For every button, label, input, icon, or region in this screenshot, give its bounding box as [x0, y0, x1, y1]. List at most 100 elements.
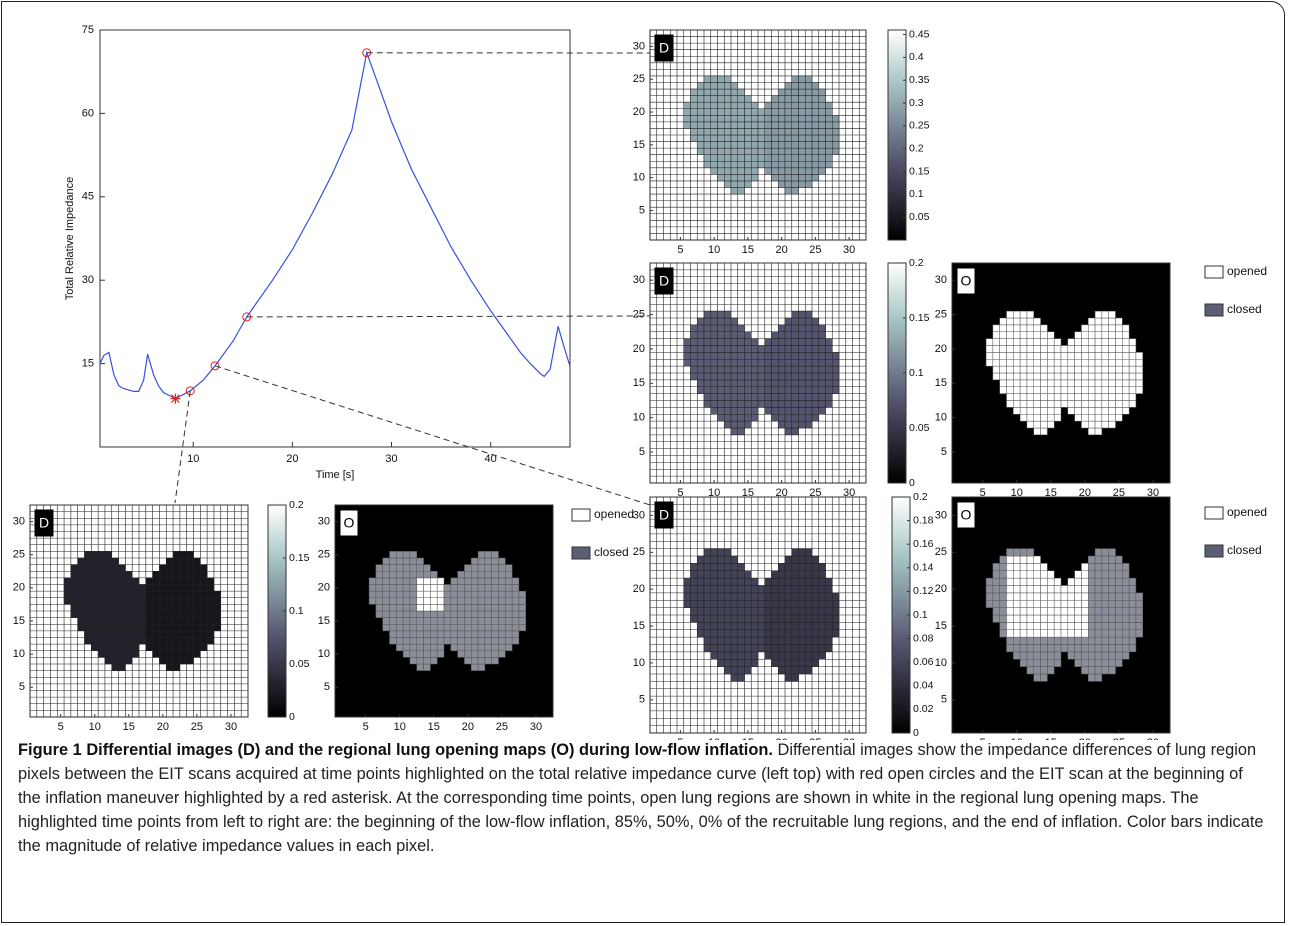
- impedance-pixel: [812, 96, 819, 103]
- impedance-pixel: [745, 168, 752, 175]
- impedance-pixel: [159, 638, 166, 645]
- open-pixel: [1122, 387, 1129, 394]
- impedance-pixel: [738, 630, 745, 637]
- closed-pixel: [499, 565, 506, 572]
- impedance-pixel: [772, 115, 779, 122]
- open-pixel: [1088, 394, 1095, 401]
- closed-pixel: [1013, 645, 1020, 652]
- closed-pixel: [430, 651, 437, 658]
- impedance-pixel: [98, 578, 105, 585]
- closed-pixel: [444, 631, 451, 638]
- impedance-pixel: [718, 380, 725, 387]
- closed-pixel: [410, 551, 417, 558]
- impedance-pixel: [738, 387, 745, 394]
- closed-pixel: [492, 551, 499, 558]
- impedance-pixel: [765, 102, 772, 109]
- impedance-pixel: [812, 645, 819, 652]
- open-pixel: [1027, 311, 1034, 318]
- open-pixel: [1102, 352, 1109, 359]
- impedance-pixel: [132, 651, 139, 658]
- impedance-pixel: [78, 611, 85, 618]
- open-pixel: [1034, 366, 1041, 373]
- open-pixel: [1013, 387, 1020, 394]
- plot-frame: [100, 30, 570, 447]
- impedance-pixel: [711, 122, 718, 129]
- impedance-pixel: [812, 387, 819, 394]
- y-tick-label: 15: [935, 620, 947, 632]
- impedance-pixel: [745, 622, 752, 629]
- impedance-pixel: [684, 339, 691, 346]
- closed-pixel: [505, 624, 512, 631]
- impedance-pixel: [799, 311, 806, 318]
- impedance-pixel: [194, 585, 201, 592]
- impedance-pixel: [751, 102, 758, 109]
- impedance-pixel: [187, 591, 194, 598]
- closed-pixel: [1129, 630, 1136, 637]
- colorbar-tick-label: 0.25: [909, 120, 930, 132]
- closed-pixel: [471, 558, 478, 565]
- open-pixel: [1109, 387, 1116, 394]
- closed-pixel: [471, 644, 478, 651]
- impedance-pixel: [792, 421, 799, 428]
- closed-pixel: [410, 657, 417, 664]
- impedance-pixel: [711, 578, 718, 585]
- closed-pixel: [451, 618, 458, 625]
- impedance-pixel: [778, 421, 785, 428]
- impedance-pixel: [799, 600, 806, 607]
- closed-pixel: [1041, 674, 1048, 681]
- impedance-pixel: [738, 142, 745, 149]
- closed-pixel: [485, 631, 492, 638]
- open-pixel: [1116, 346, 1123, 353]
- impedance-pixel: [826, 645, 833, 652]
- impedance-pixel: [805, 359, 812, 366]
- impedance-pixel: [697, 96, 704, 103]
- impedance-pixel: [812, 325, 819, 332]
- impedance-pixel: [812, 414, 819, 421]
- closed-pixel: [1122, 593, 1129, 600]
- impedance-pixel: [812, 637, 819, 644]
- impedance-pixel: [112, 651, 119, 658]
- open-pixel: [1102, 346, 1109, 353]
- impedance-pixel: [91, 598, 98, 605]
- y-tick-label: 20: [13, 582, 25, 594]
- impedance-pixel: [166, 644, 173, 651]
- impedance-pixel: [724, 421, 731, 428]
- impedance-pixel: [105, 631, 112, 638]
- impedance-pixel: [731, 161, 738, 168]
- impedance-pixel: [724, 394, 731, 401]
- impedance-pixel: [785, 332, 792, 339]
- closed-pixel: [471, 591, 478, 598]
- impedance-pixel: [765, 346, 772, 353]
- open-pixel: [1020, 394, 1027, 401]
- impedance-pixel: [691, 352, 698, 359]
- closed-pixel: [430, 638, 437, 645]
- impedance-pixel: [718, 373, 725, 380]
- impedance-pixel: [159, 611, 166, 618]
- impedance-pixel: [718, 608, 725, 615]
- open-pixel: [1013, 366, 1020, 373]
- closed-pixel: [1116, 637, 1123, 644]
- closed-pixel: [1000, 563, 1007, 570]
- closed-pixel: [1122, 615, 1129, 622]
- open-pixel: [1013, 622, 1020, 629]
- impedance-pixel: [704, 155, 711, 162]
- impedance-pixel: [78, 558, 85, 565]
- closed-pixel: [458, 598, 465, 605]
- impedance-pixel: [153, 624, 160, 631]
- impedance-pixel: [159, 585, 166, 592]
- impedance-pixel: [704, 346, 711, 353]
- impedance-pixel: [125, 631, 132, 638]
- impedance-pixel: [724, 339, 731, 346]
- impedance-pixel: [799, 401, 806, 408]
- open-pixel: [1034, 407, 1041, 414]
- open-pixel: [1095, 380, 1102, 387]
- impedance-pixel: [832, 600, 839, 607]
- impedance-pixel: [187, 611, 194, 618]
- impedance-pixel: [691, 608, 698, 615]
- impedance-pixel: [799, 128, 806, 135]
- impedance-pixel: [711, 109, 718, 116]
- closed-pixel: [478, 618, 485, 625]
- open-pixel: [1034, 380, 1041, 387]
- impedance-pixel: [805, 325, 812, 332]
- impedance-pixel: [738, 563, 745, 570]
